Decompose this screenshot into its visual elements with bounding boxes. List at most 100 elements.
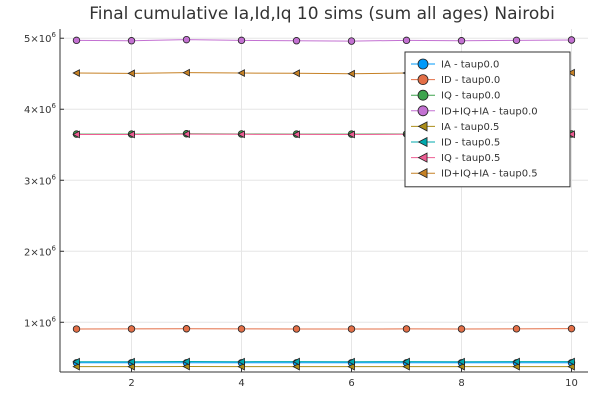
- y-tick-base: ×10: [30, 247, 51, 258]
- y-tick-exponent: 6: [52, 315, 57, 323]
- y-tick-base: ×10: [30, 176, 51, 187]
- data-point: [347, 37, 356, 45]
- legend-marker: [417, 136, 428, 148]
- legend-marker: [417, 58, 429, 70]
- data-point: [512, 362, 520, 371]
- legend-box: [404, 51, 571, 188]
- data-point: [457, 362, 465, 371]
- data-point: [347, 325, 356, 333]
- data-point: [72, 357, 80, 366]
- chart-title: Final cumulative Ia,Id,Iq 10 sims (sum a…: [89, 4, 555, 24]
- data-point: [292, 357, 300, 366]
- data-point: [237, 325, 246, 333]
- data-point: [72, 362, 80, 371]
- legend-label: IA - taup0.0: [441, 60, 499, 71]
- legend-item: IA - taup0.5: [411, 121, 499, 133]
- data-point: [512, 357, 520, 366]
- legend-item: ID+IQ+IA - taup0.5: [411, 168, 538, 180]
- y-tick-mantissa: 2: [24, 247, 30, 258]
- data-point: [237, 357, 245, 366]
- data-point: [72, 69, 80, 77]
- series-1: [72, 324, 576, 333]
- legend: IA - taup0.0 ID - taup0.0 IQ - taup0.0 ID+I…: [404, 51, 571, 188]
- legend-label: ID - taup0.0: [441, 75, 500, 86]
- data-point: [512, 36, 521, 45]
- x-tick-label: 6: [348, 378, 354, 389]
- legend-marker: [417, 168, 428, 179]
- legend-marker: [417, 152, 428, 163]
- data-point: [292, 325, 301, 333]
- legend-item: ID - taup0.5: [411, 136, 500, 149]
- legend-marker: [417, 74, 429, 85]
- data-point: [567, 36, 576, 44]
- data-point: [347, 357, 355, 366]
- data-point: [127, 362, 135, 371]
- data-point: [567, 130, 575, 139]
- y-tick-exponent: 6: [52, 31, 57, 39]
- data-point: [292, 37, 301, 45]
- data-point: [457, 325, 466, 333]
- data-point: [127, 37, 136, 45]
- data-point: [567, 357, 575, 366]
- legend-marker: [417, 121, 428, 132]
- legend-marker: [417, 105, 429, 117]
- data-point: [72, 36, 81, 45]
- data-point: [402, 357, 410, 366]
- data-point: [402, 362, 410, 371]
- data-point: [402, 36, 411, 45]
- y-tick-exponent: 6: [52, 102, 57, 110]
- y-tick-label: 1×106: [24, 315, 56, 329]
- y-tick-mantissa: 3: [24, 176, 30, 187]
- legend-marker: [417, 89, 429, 101]
- data-point: [72, 130, 80, 139]
- legend-label: ID+IQ+IA - taup0.5: [441, 169, 538, 180]
- legend-item: IA - taup0.0: [411, 58, 499, 71]
- data-point: [292, 130, 300, 139]
- data-point: [182, 130, 190, 139]
- data-point: [292, 362, 300, 371]
- y-tick-label: 3×106: [24, 173, 56, 187]
- y-tick-label: 2×106: [24, 244, 56, 258]
- y-tick-exponent: 6: [52, 244, 57, 252]
- data-point: [182, 357, 190, 366]
- y-tick-mantissa: 1: [24, 318, 30, 329]
- data-point: [182, 325, 191, 333]
- data-point: [457, 37, 466, 45]
- legend-label: ID - taup0.5: [441, 138, 500, 149]
- series-0: [72, 359, 576, 367]
- x-tick-label: 10: [565, 378, 578, 389]
- data-point: [127, 325, 136, 333]
- data-point: [402, 325, 411, 333]
- legend-item: ID+IQ+IA - taup0.0: [411, 105, 538, 117]
- data-point: [347, 362, 355, 371]
- series-5: [72, 357, 575, 366]
- data-point: [567, 324, 576, 333]
- data-point: [237, 130, 245, 139]
- data-point: [292, 69, 300, 78]
- data-point: [512, 325, 521, 333]
- data-point: [182, 362, 190, 371]
- y-tick-base: ×10: [30, 105, 51, 116]
- series-line: [76, 39, 572, 42]
- y-tick-label: 4×106: [24, 102, 56, 116]
- data-point: [127, 130, 135, 139]
- data-point: [182, 68, 190, 77]
- data-point: [347, 130, 355, 139]
- data-point: [237, 362, 245, 371]
- x-tick-label: 2: [128, 378, 134, 389]
- data-point: [127, 357, 135, 366]
- series-3: [72, 35, 576, 45]
- data-point: [237, 36, 246, 45]
- x-tick-label: 4: [238, 378, 244, 389]
- legend-label: IQ - taup0.0: [441, 91, 500, 102]
- y-tick-base: ×10: [30, 318, 51, 329]
- y-tick-mantissa: 5: [24, 34, 30, 45]
- legend-item: IQ - taup0.5: [411, 152, 500, 164]
- y-tick-mantissa: 4: [24, 105, 30, 116]
- legend-label: ID+IQ+IA - taup0.0: [441, 106, 538, 117]
- legend-label: IA - taup0.5: [441, 122, 499, 133]
- data-point: [237, 69, 245, 77]
- data-point: [567, 362, 575, 371]
